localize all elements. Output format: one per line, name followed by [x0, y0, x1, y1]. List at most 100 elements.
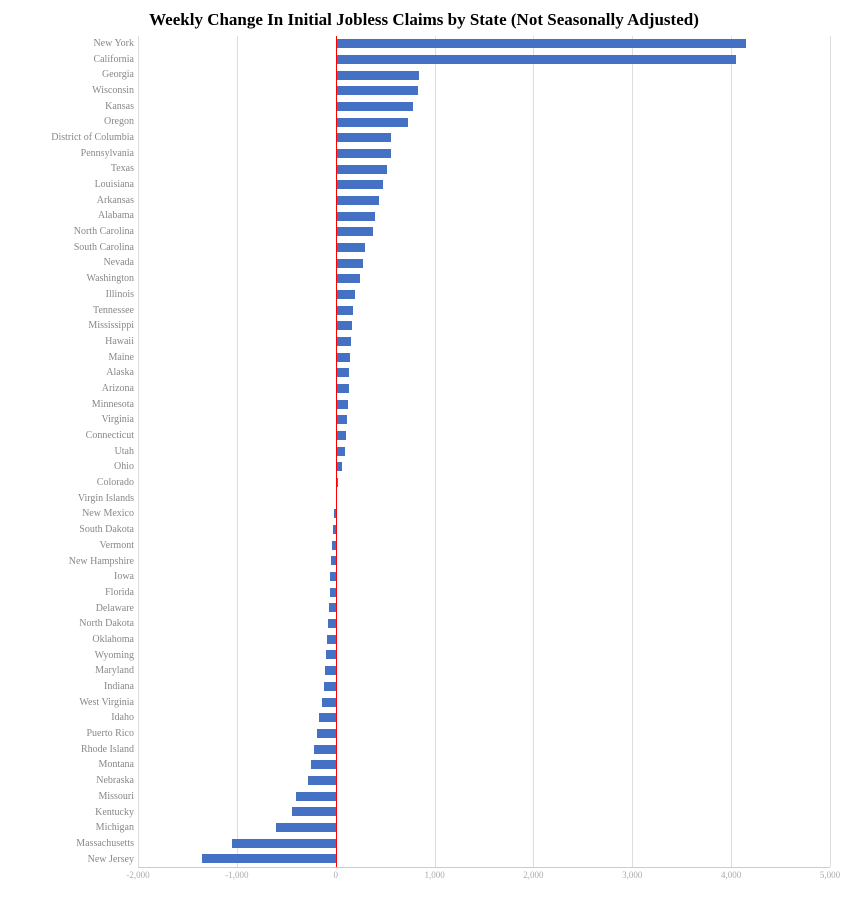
chart-container: Weekly Change In Initial Jobless Claims … — [0, 0, 848, 905]
bar-row — [138, 428, 830, 443]
bar — [276, 823, 335, 832]
plot-area — [138, 36, 830, 868]
gridline — [830, 36, 831, 867]
bar-row — [138, 851, 830, 866]
bar-row — [138, 240, 830, 255]
category-label: Maine — [18, 350, 134, 365]
bar — [336, 259, 364, 268]
category-label: Nebraska — [18, 774, 134, 789]
bar-row — [138, 177, 830, 192]
bar-row — [138, 68, 830, 83]
category-label: Illinois — [18, 287, 134, 302]
bar-row — [138, 616, 830, 631]
bar-row — [138, 303, 830, 318]
category-label: Kentucky — [18, 805, 134, 820]
bar-row — [138, 350, 830, 365]
category-label: New Mexico — [18, 507, 134, 522]
category-label: New York — [18, 36, 134, 51]
bar-row — [138, 757, 830, 772]
bar-row — [138, 412, 830, 427]
category-label: Utah — [18, 444, 134, 459]
bar — [336, 133, 391, 142]
bar-row — [138, 193, 830, 208]
bar — [336, 243, 366, 252]
bar-row — [138, 397, 830, 412]
category-label: North Carolina — [18, 225, 134, 240]
bar — [296, 792, 336, 801]
category-label: Arizona — [18, 381, 134, 396]
bar-row — [138, 569, 830, 584]
bar-row — [138, 600, 830, 615]
bar — [336, 368, 349, 377]
bar — [292, 807, 335, 816]
bar-row — [138, 381, 830, 396]
bar — [327, 635, 336, 644]
bar — [336, 353, 350, 362]
x-tick-label: -1,000 — [225, 870, 248, 880]
category-label: Missouri — [18, 789, 134, 804]
bar — [336, 102, 413, 111]
category-label: Puerto Rico — [18, 727, 134, 742]
category-label: Delaware — [18, 601, 134, 616]
bar-row — [138, 553, 830, 568]
category-label: California — [18, 52, 134, 67]
bar-row — [138, 663, 830, 678]
category-label: Wisconsin — [18, 83, 134, 98]
bar-row — [138, 695, 830, 710]
bar — [317, 729, 336, 738]
bar-row — [138, 209, 830, 224]
bar — [326, 650, 336, 659]
bar — [336, 290, 356, 299]
bar — [328, 619, 336, 628]
bar — [324, 682, 336, 691]
bar — [336, 55, 736, 64]
bar — [336, 306, 353, 315]
category-label: Alaska — [18, 366, 134, 381]
bar — [336, 384, 349, 393]
category-label: South Dakota — [18, 523, 134, 538]
bar — [336, 180, 383, 189]
bar-row — [138, 36, 830, 51]
bar-row — [138, 742, 830, 757]
category-label: Minnesota — [18, 397, 134, 412]
bar-row — [138, 115, 830, 130]
bar — [336, 400, 348, 409]
bar-row — [138, 804, 830, 819]
category-label: Georgia — [18, 68, 134, 83]
bar-row — [138, 836, 830, 851]
x-tick-label: -2,000 — [126, 870, 149, 880]
bar — [319, 713, 336, 722]
category-label: Washington — [18, 272, 134, 287]
bar-row — [138, 365, 830, 380]
category-label: Arkansas — [18, 193, 134, 208]
bar-row — [138, 789, 830, 804]
bar — [336, 118, 408, 127]
bar-row — [138, 334, 830, 349]
bar — [336, 337, 351, 346]
bar-row — [138, 647, 830, 662]
category-label: Ohio — [18, 460, 134, 475]
zero-line — [336, 36, 338, 867]
category-label: Rhode Island — [18, 742, 134, 757]
bar — [336, 165, 387, 174]
category-label: Hawaii — [18, 334, 134, 349]
bar-row — [138, 710, 830, 725]
bar — [336, 227, 374, 236]
bar-row — [138, 146, 830, 161]
bar — [314, 745, 336, 754]
bar-row — [138, 99, 830, 114]
category-label: North Dakota — [18, 617, 134, 632]
bar — [336, 86, 418, 95]
plot-outer: New YorkCaliforniaGeorgiaWisconsinKansas… — [18, 36, 830, 868]
category-label: Montana — [18, 758, 134, 773]
category-label: South Carolina — [18, 240, 134, 255]
category-label: Maryland — [18, 664, 134, 679]
category-label: Florida — [18, 585, 134, 600]
category-label: Indiana — [18, 679, 134, 694]
bar-row — [138, 224, 830, 239]
bar-row — [138, 632, 830, 647]
category-label: Wyoming — [18, 648, 134, 663]
bar-row — [138, 162, 830, 177]
category-label: Michigan — [18, 821, 134, 836]
x-tick-label: 0 — [333, 870, 338, 880]
